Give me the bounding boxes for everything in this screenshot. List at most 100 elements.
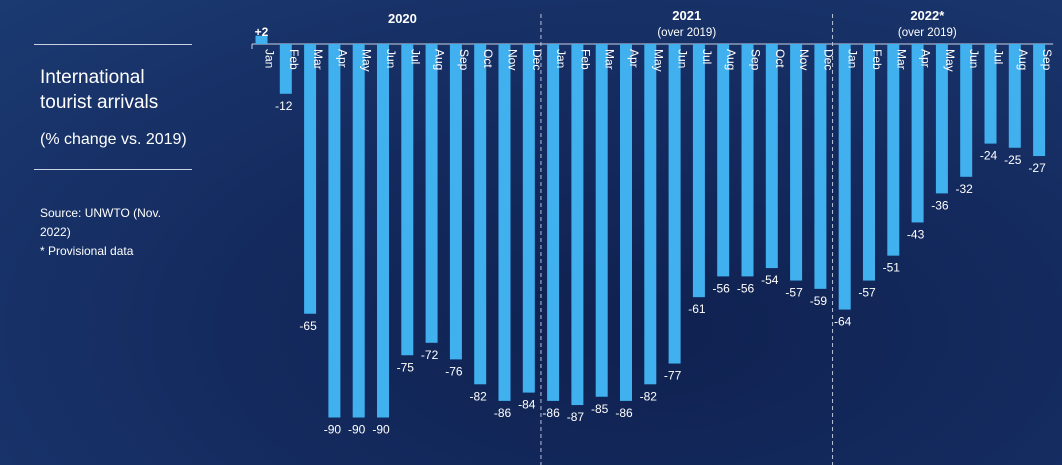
- bar: [352, 44, 365, 418]
- bar: [887, 44, 900, 256]
- value-label: -24: [980, 149, 998, 163]
- bar: [620, 44, 632, 401]
- month-label: Apr: [335, 49, 349, 68]
- month-label: Aug: [433, 49, 447, 70]
- divider: [34, 169, 192, 170]
- month-label: Feb: [287, 49, 301, 70]
- value-label: -87: [567, 410, 585, 424]
- value-label: -59: [810, 294, 828, 308]
- bar: [304, 44, 317, 314]
- month-label: Apr: [919, 49, 933, 68]
- month-label: May: [651, 49, 665, 72]
- year-label: 2021: [672, 8, 701, 23]
- chart-title: International tourist arrivals: [40, 67, 159, 113]
- bar: [692, 44, 705, 298]
- month-label: Sep: [457, 49, 471, 71]
- value-label: -90: [348, 423, 366, 437]
- month-label: Mar: [603, 49, 617, 70]
- bar: [838, 44, 851, 310]
- divider: [34, 44, 192, 45]
- bar: [911, 44, 924, 223]
- value-label: -36: [931, 198, 949, 212]
- bar: [401, 44, 414, 356]
- value-label: -56: [713, 281, 731, 295]
- month-label: Feb: [578, 49, 592, 70]
- bar: [522, 44, 535, 393]
- month-label: Feb: [870, 49, 884, 70]
- bar: [1008, 44, 1021, 148]
- value-label: -75: [397, 360, 415, 374]
- legend-panel: International tourist arrivals (% change…: [34, 44, 192, 261]
- value-label: -85: [591, 402, 609, 416]
- value-label: -57: [858, 286, 876, 300]
- month-label: Jul: [700, 49, 714, 64]
- month-label: Apr: [627, 49, 641, 68]
- month-label: Jan: [263, 49, 277, 68]
- value-label: -82: [640, 389, 658, 403]
- bar: [984, 44, 997, 144]
- value-label: -76: [445, 364, 463, 378]
- bar: [1033, 44, 1046, 157]
- year-label: 2020: [388, 11, 417, 26]
- value-label: -64: [834, 315, 852, 329]
- value-label: -25: [1004, 153, 1022, 167]
- month-label: May: [943, 49, 957, 72]
- bar: [717, 44, 730, 277]
- month-label: Jan: [846, 49, 860, 68]
- source-text: Source: UNWTO (Nov. 2022): [40, 206, 161, 239]
- month-label: Jul: [408, 49, 422, 64]
- value-label: -61: [688, 302, 706, 316]
- value-label: -82: [470, 389, 488, 403]
- value-label: -65: [299, 319, 317, 333]
- value-label: -27: [1028, 161, 1046, 175]
- bar: [279, 44, 292, 94]
- value-label: -90: [372, 423, 390, 437]
- month-label: Aug: [1016, 49, 1030, 70]
- bar: [935, 44, 948, 194]
- value-label: -86: [615, 406, 633, 420]
- value-label: -54: [761, 273, 779, 287]
- month-label: Nov: [797, 49, 811, 70]
- value-label: -57: [785, 286, 803, 300]
- value-label: -84: [518, 398, 536, 412]
- chart-subtitle: (% change vs. 2019): [40, 131, 187, 148]
- value-label: -86: [542, 406, 560, 420]
- bar: [474, 44, 487, 385]
- bar: [328, 44, 341, 418]
- bar: [547, 44, 560, 401]
- month-label: Oct: [773, 49, 787, 68]
- month-label: Sep: [1040, 49, 1054, 71]
- month-label: Mar: [894, 49, 908, 70]
- bar: [644, 44, 657, 385]
- year-sublabel: (over 2019): [898, 27, 957, 39]
- value-label: -86: [494, 406, 512, 420]
- bar: [960, 44, 973, 177]
- bar: [765, 44, 778, 269]
- bar: [425, 44, 438, 343]
- month-label: Dec: [821, 49, 835, 70]
- source-note: Source: UNWTO (Nov. 2022) * Provisional …: [40, 204, 192, 261]
- month-label: Dec: [530, 49, 544, 70]
- month-label: Jan: [554, 49, 568, 68]
- bar: [255, 35, 268, 44]
- bar: [377, 44, 389, 418]
- month-label: Mar: [311, 49, 325, 70]
- value-label: +2: [255, 25, 269, 39]
- year-label: 2022*: [910, 8, 945, 23]
- bar: [863, 44, 875, 281]
- bar: [595, 44, 608, 397]
- value-label: -77: [664, 369, 682, 383]
- bar: [741, 44, 754, 277]
- value-label: -32: [956, 182, 974, 196]
- bar: [668, 44, 681, 364]
- month-label: Nov: [506, 49, 520, 70]
- year-sublabel: (over 2019): [657, 27, 716, 39]
- month-label: Sep: [749, 49, 763, 71]
- bar: [790, 44, 803, 281]
- value-label: -72: [421, 348, 439, 362]
- month-label: May: [360, 49, 374, 72]
- month-label: Jun: [384, 49, 398, 68]
- bar: [449, 44, 462, 360]
- bar: [814, 44, 827, 289]
